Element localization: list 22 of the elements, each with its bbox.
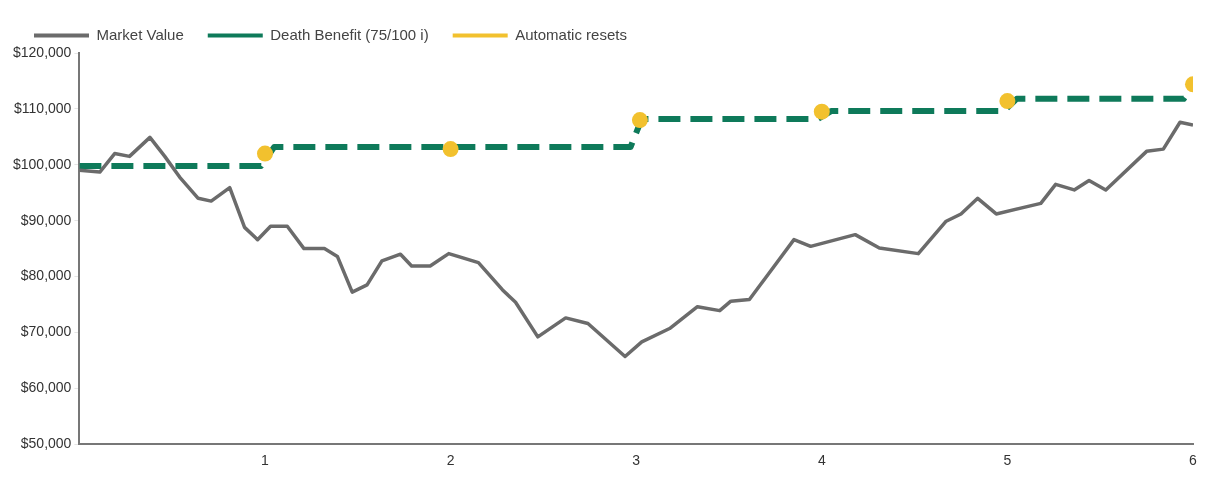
y-tick-label: $80,000 <box>20 267 72 284</box>
point <box>999 93 1016 110</box>
point <box>256 145 273 162</box>
y-tick-label: $50,000 <box>20 435 72 452</box>
x-tick-label: 2 <box>446 452 455 469</box>
x-tick-label: 1 <box>261 452 270 469</box>
point <box>813 103 830 120</box>
y-tick-label: $100,000 <box>12 155 72 172</box>
x-tick-label: 4 <box>817 452 826 469</box>
legend-label: Death Benefit (75/100 i) <box>270 25 429 43</box>
x-tick-label: 5 <box>1003 452 1012 469</box>
y-tick-label: $70,000 <box>20 323 72 340</box>
y-tick-label: $120,000 <box>12 43 72 60</box>
point <box>631 112 648 129</box>
y-tick-label: $110,000 <box>14 99 72 116</box>
x-tick-label: 6 <box>1189 452 1198 469</box>
legend-label: Automatic resets <box>515 25 627 43</box>
y-tick-label: $60,000 <box>20 379 72 396</box>
y-tick-label: $90,000 <box>20 211 72 228</box>
point <box>442 141 459 158</box>
legend-label: Market Value <box>96 25 184 43</box>
x-tick-label: 3 <box>632 452 641 469</box>
